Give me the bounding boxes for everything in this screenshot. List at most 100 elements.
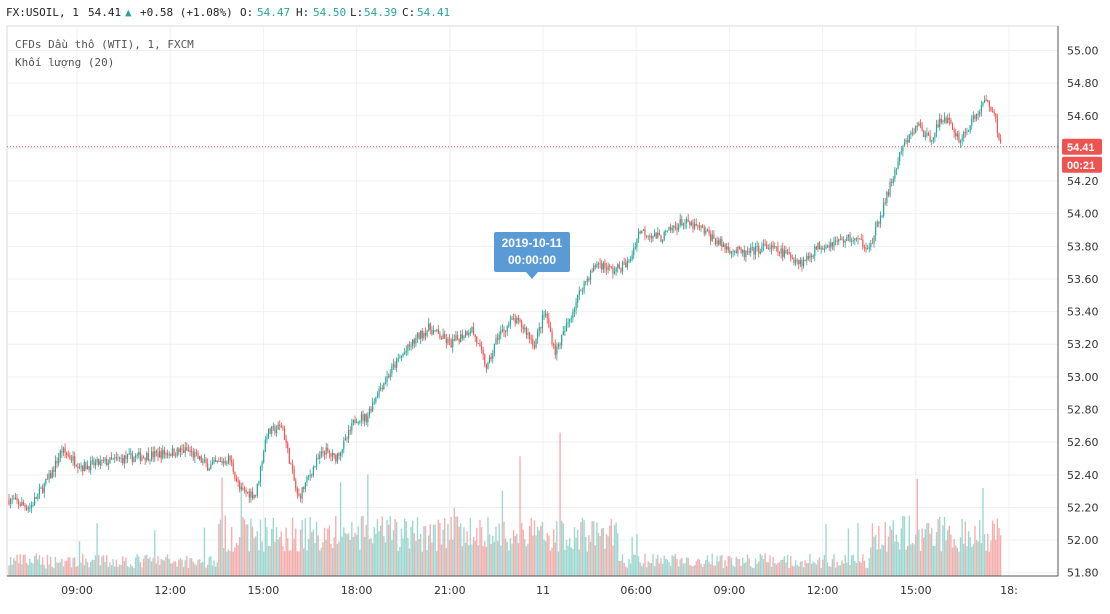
candle-body [348, 430, 350, 439]
volume-bar [371, 543, 374, 576]
volume-bar [636, 534, 638, 576]
volume-bar [139, 561, 142, 576]
volume-bar [916, 478, 918, 576]
candle-body [826, 245, 829, 247]
candle-body [223, 461, 225, 463]
candle-body [794, 260, 797, 264]
volume-bar [314, 543, 316, 576]
volume-bar [967, 530, 970, 576]
candle-body [963, 132, 965, 138]
candle-body [623, 262, 625, 264]
candle-body [255, 494, 257, 496]
volume-bar [242, 516, 244, 576]
volume-bar [552, 529, 555, 576]
volume-bar [855, 563, 858, 576]
volume-bar [780, 560, 782, 576]
candle-body [271, 426, 273, 434]
volume-bar [25, 562, 28, 576]
candle-body [735, 250, 737, 254]
volume-bar [668, 562, 670, 576]
volume-bar [983, 534, 986, 576]
candle-body [330, 453, 332, 457]
candle-body [713, 234, 715, 239]
volume-bar [315, 521, 318, 576]
volume-bar [818, 557, 821, 576]
volume-bar [895, 534, 898, 576]
volume-bar [387, 524, 390, 576]
high-value: 54.50 [313, 6, 347, 19]
candle-body [899, 152, 901, 162]
volume-bar [522, 529, 524, 576]
candle-body [485, 364, 487, 369]
volume-bar [717, 561, 720, 576]
volume-bar [493, 541, 496, 576]
volume-bar [753, 567, 755, 576]
candle-body [480, 346, 483, 350]
volume-bar [472, 536, 475, 576]
volume-bar [254, 536, 257, 576]
price-axis[interactable]: 55.0054.8054.6054.4054.2054.0053.8053.60… [1057, 26, 1099, 580]
volume-bar [998, 528, 1000, 576]
symbol-name[interactable]: FX:USOIL, 1 [6, 6, 79, 19]
volume-bar [913, 544, 915, 576]
candle-body [96, 459, 98, 463]
volume-bar [847, 528, 850, 576]
volume-bar [999, 535, 1002, 576]
volume-bar [599, 536, 601, 576]
candle-body [314, 466, 316, 468]
volume-bar [150, 561, 153, 576]
candle-body [261, 462, 263, 467]
volume-bar [311, 532, 313, 576]
candle-body [211, 462, 214, 465]
candle-body [213, 459, 215, 463]
candle-body [231, 460, 233, 463]
candle-body [916, 126, 918, 128]
candle-body [902, 145, 904, 152]
candle-body [165, 453, 167, 455]
candle-body [647, 235, 649, 237]
candle-body [958, 133, 960, 143]
volume-legend[interactable]: Khối lượng (20) [15, 56, 114, 69]
candle-body [336, 453, 338, 462]
candle-body [846, 237, 848, 241]
volume-bar [460, 523, 462, 576]
volume-bar [655, 558, 657, 576]
candle-body [474, 334, 476, 338]
volume-bar [200, 562, 202, 576]
candle-body [194, 452, 196, 458]
candle-body [423, 332, 425, 338]
candle-body [378, 388, 380, 397]
candle-body [136, 454, 138, 456]
series-legend[interactable]: CFDs Dầu thô (WTI), 1, FXCM [15, 38, 194, 51]
volume-bar [48, 564, 50, 576]
volume-bar [471, 544, 473, 576]
volume-bar [516, 533, 518, 576]
candle-body [948, 117, 950, 120]
candle-body [144, 457, 146, 461]
candle-body [990, 106, 992, 112]
candle-body [843, 240, 845, 243]
volume-bar [692, 566, 694, 576]
candle-body [988, 101, 990, 107]
volume-bar [352, 536, 355, 576]
time-axis[interactable]: 09:00 12:00 15:00 18:00 21:00 11 06:00 09:00 12:… [7, 575, 1058, 597]
volume-bar [413, 533, 415, 576]
candle-body [740, 248, 742, 253]
volume-bar [807, 562, 810, 576]
candle-body [678, 225, 680, 230]
candle-body [397, 358, 399, 359]
volume-bar [650, 563, 653, 576]
candle-body [727, 246, 729, 251]
volume-bar [296, 551, 299, 576]
plot-area[interactable] [6, 25, 1059, 577]
candle-body [8, 499, 10, 505]
candle-body [66, 452, 68, 455]
candle-body [141, 457, 143, 461]
volume-bar [541, 522, 544, 576]
volume-bar [381, 516, 383, 576]
volume-bar [942, 525, 944, 576]
candle-body [250, 491, 252, 498]
volume-bar [27, 564, 29, 576]
candle-body [354, 419, 356, 423]
